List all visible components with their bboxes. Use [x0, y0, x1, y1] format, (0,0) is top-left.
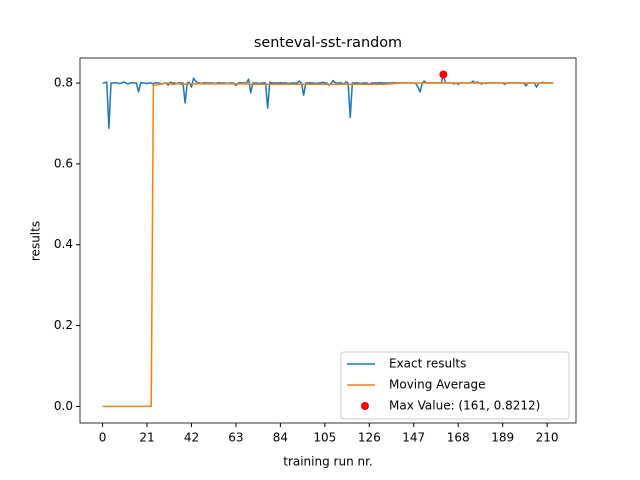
- y-tick-label: 0.6: [54, 156, 73, 170]
- x-tick-label: 210: [536, 431, 559, 445]
- x-axis-label: training run nr.: [283, 455, 373, 469]
- x-tick-label: 105: [313, 431, 336, 445]
- x-tick-label: 126: [358, 431, 381, 445]
- legend-box: [340, 351, 570, 420]
- x-tick-label: 63: [228, 431, 243, 445]
- y-tick-label: 0.2: [54, 318, 73, 332]
- series-line: [102, 82, 554, 408]
- x-tick-label: 168: [447, 431, 470, 445]
- y-tick-label: 0.4: [54, 237, 73, 251]
- x-tick-label: 42: [184, 431, 199, 445]
- legend-swatch: [361, 402, 369, 410]
- axes-frame: [79, 57, 577, 424]
- x-tick-label: 0: [99, 431, 107, 445]
- y-axis-label: results: [29, 221, 43, 261]
- x-tick-label: 189: [491, 431, 514, 445]
- x-tick-label: 21: [139, 431, 154, 445]
- chart-title: senteval-sst-random: [254, 35, 402, 51]
- y-tick-label: 0.0: [54, 399, 73, 413]
- max-marker: [439, 70, 448, 79]
- x-tick-label: 84: [273, 431, 288, 445]
- y-tick-label: 0.8: [54, 76, 73, 90]
- legend-label: Moving Average: [389, 378, 485, 392]
- legend-label: Exact results: [389, 357, 466, 371]
- legend-label: Max Value: (161, 0.8212): [389, 399, 540, 413]
- x-tick-label: 147: [402, 431, 425, 445]
